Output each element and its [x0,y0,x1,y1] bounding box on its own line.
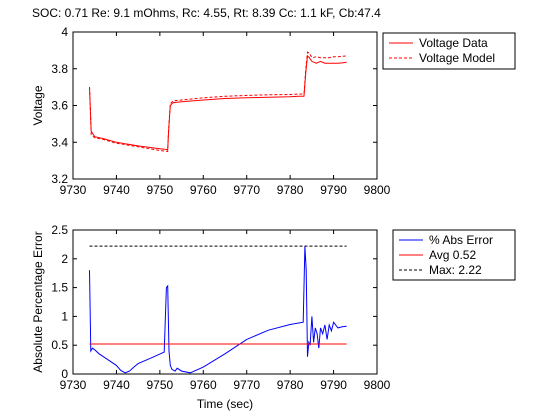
voltage-x-tick-label: 9730 [60,183,87,197]
error-y-tick-label: 0 [61,367,68,381]
voltage-y-tick-label: 4 [61,25,68,39]
voltage-series-group [89,51,347,152]
voltage-x-tick-label: 9760 [190,183,217,197]
error-legend-label-3: Max: 2.22 [429,263,482,277]
voltage-x-tick-label: 9740 [103,183,130,197]
voltage-series-line-1 [89,54,347,151]
voltage-x-tick-label: 9750 [147,183,174,197]
error-x-tick-label: 9780 [277,378,304,392]
voltage-y-tick-label: 3.8 [51,62,68,76]
voltage-x-ticks: 9730 9740 9750 9760 9770 9780 9790 9800 [60,32,391,197]
voltage-x-tick-label: 9790 [320,183,347,197]
voltage-chart: 3.23.43.63.84 9730 9740 9750 9760 9770 9780 97… [31,25,516,197]
voltage-x-tick-label: 9780 [277,183,304,197]
error-series-line-1 [89,246,347,374]
voltage-legend-label-2: Voltage Model [419,51,495,65]
voltage-legend-box [382,32,516,70]
voltage-axes-box [72,31,378,180]
error-legend-label-1: % Abs Error [429,233,493,247]
voltage-y-tick-label: 3.6 [51,99,68,113]
voltage-y-axis-label: Voltage [31,85,45,125]
error-x-tick-label: 9730 [60,378,87,392]
error-y-tick-label: 2 [61,252,68,266]
voltage-y-tick-label: 3.2 [51,172,68,186]
voltage-y-ticks: 3.2 3.4 3.6 3.8 4 [51,25,377,186]
error-x-axis-label: Time (sec) [197,397,253,411]
figure-title: SOC: 0.71 Re: 9.1 mOhms, Rc: 4.55, Rt: 8… [32,6,381,20]
voltage-x-tick-label: 9770 [233,183,260,197]
error-series-group [89,245,347,374]
error-axes-box [72,229,378,375]
error-y-ticks: 0 0.5 1 1.5 2 2.5 [51,223,377,381]
error-y-axis-label: Absolute Percentage Error [31,231,45,372]
error-y-tick-label: 1.5 [51,281,68,295]
error-x-tick-label: 9770 [233,378,260,392]
error-x-ticks: 9730 9740 9750 9760 9770 9780 9790 9800 [60,230,391,392]
error-y-tick-label: 0.5 [51,338,68,352]
error-y-tick-label: 2.5 [51,223,68,237]
error-x-tick-label: 9750 [147,378,174,392]
voltage-y-tick-label: 3.4 [51,135,68,149]
error-x-tick-label: 9800 [364,378,391,392]
error-x-tick-label: 9790 [320,378,347,392]
error-x-tick-label: 9760 [190,378,217,392]
error-x-tick-label: 9740 [103,378,130,392]
error-legend-label-2: Avg 0.52 [429,248,476,262]
error-y-tick-label: 1 [61,309,68,323]
voltage-legend-label-1: Voltage Data [419,36,488,50]
error-chart: 0 0.5 1 1.5 2 2.5 9730 9740 9750 9760 9770 9780 979… [31,223,516,411]
voltage-x-tick-label: 9800 [364,183,391,197]
voltage-series-line-2 [89,51,347,152]
